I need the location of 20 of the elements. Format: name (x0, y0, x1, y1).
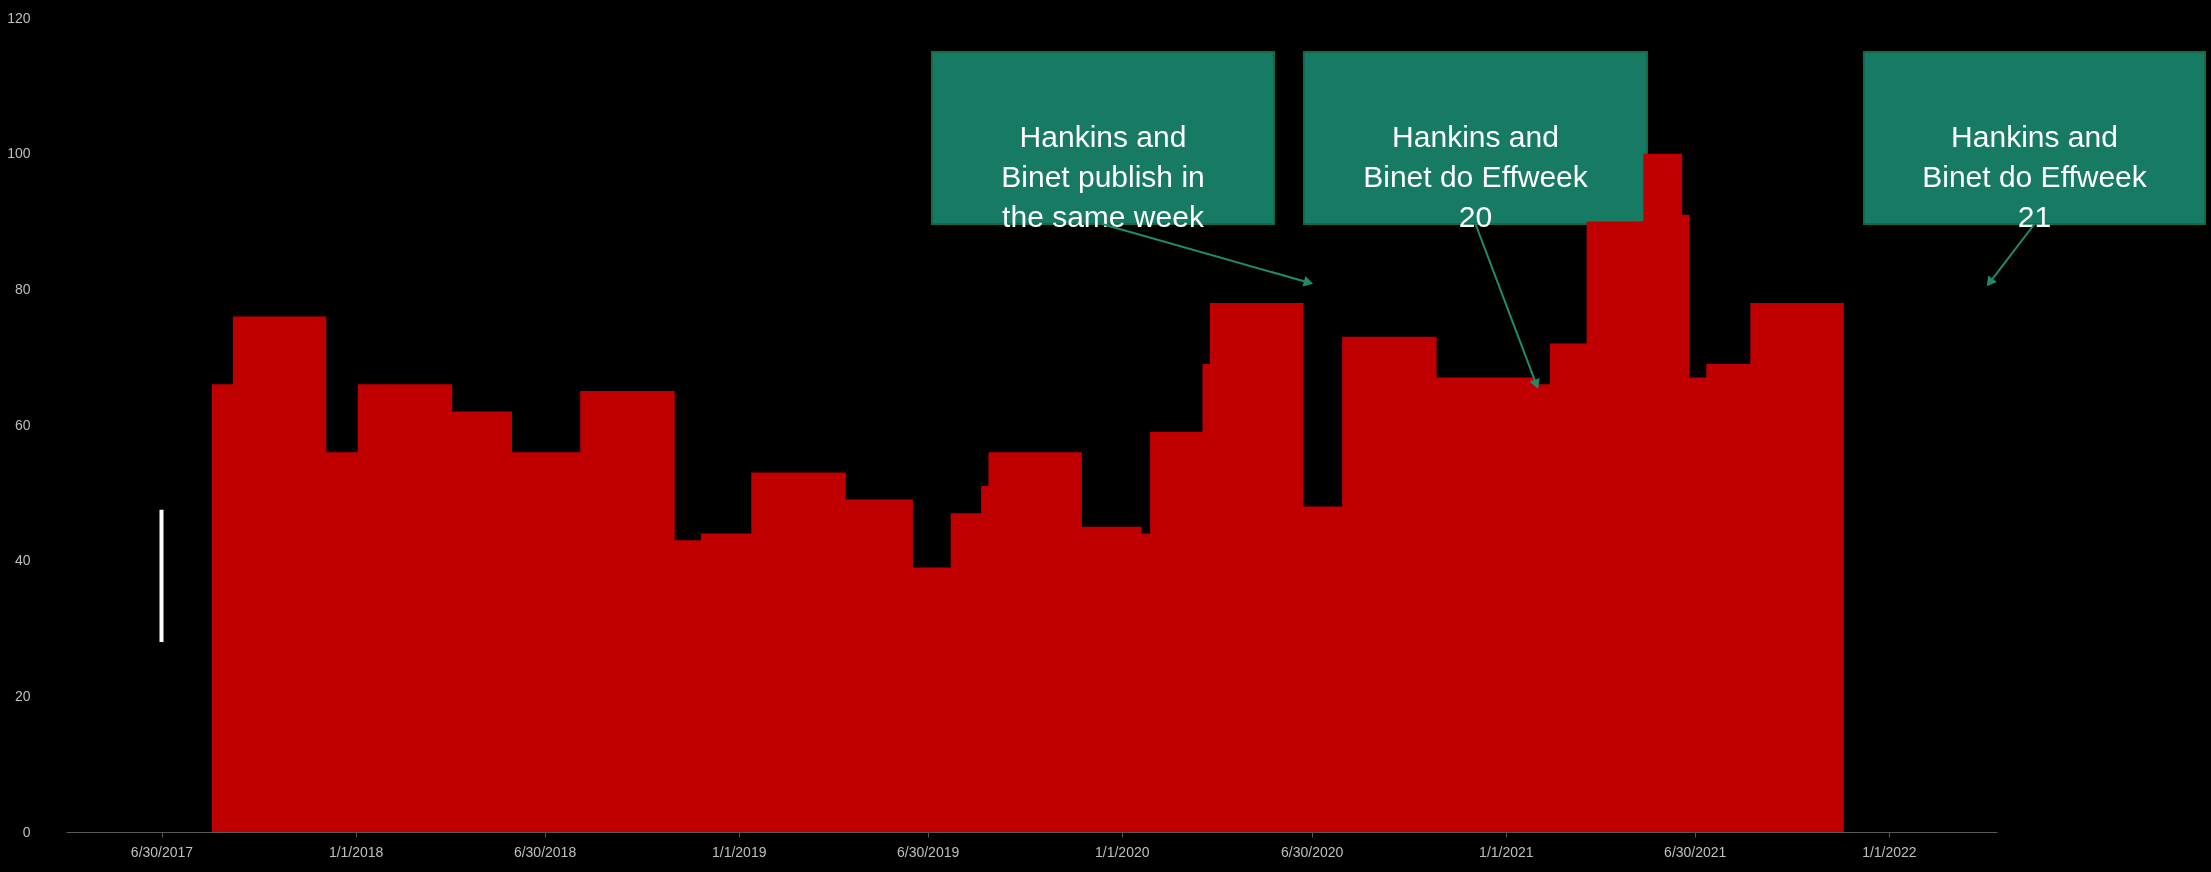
x-tick-label: 1/1/2022 (1862, 843, 1917, 860)
x-tick-label: 6/30/2018 (513, 843, 577, 860)
x-tick-label: 6/30/2017 (130, 843, 194, 860)
annotation: Hankins and Binet do Effweek 21 (1922, 120, 2148, 233)
annotation: Hankins and Binet publish in the same week (1001, 120, 1205, 233)
y-tick-label: 60 (14, 416, 31, 433)
x-tick-label: 1/1/2021 (1479, 843, 1534, 860)
x-tick-label: 1/1/2018 (328, 843, 384, 860)
y-tick-label: 20 (14, 687, 31, 704)
x-tick-label: 6/30/2021 (1664, 843, 1727, 860)
y-tick-label: 0 (22, 823, 31, 840)
x-tick-label: 6/30/2019 (896, 843, 960, 860)
y-tick-label: 40 (14, 552, 31, 569)
y-tick-label: 120 (7, 9, 31, 26)
y-tick-label: 100 (7, 145, 31, 162)
x-tick-label: 1/1/2019 (711, 843, 767, 860)
x-tick-label: 6/30/2020 (1281, 843, 1344, 860)
y-tick-label: 80 (14, 280, 31, 297)
annotation: Hankins and Binet do Effweek 20 (1363, 120, 1589, 233)
x-tick-label: 1/1/2020 (1095, 843, 1150, 860)
